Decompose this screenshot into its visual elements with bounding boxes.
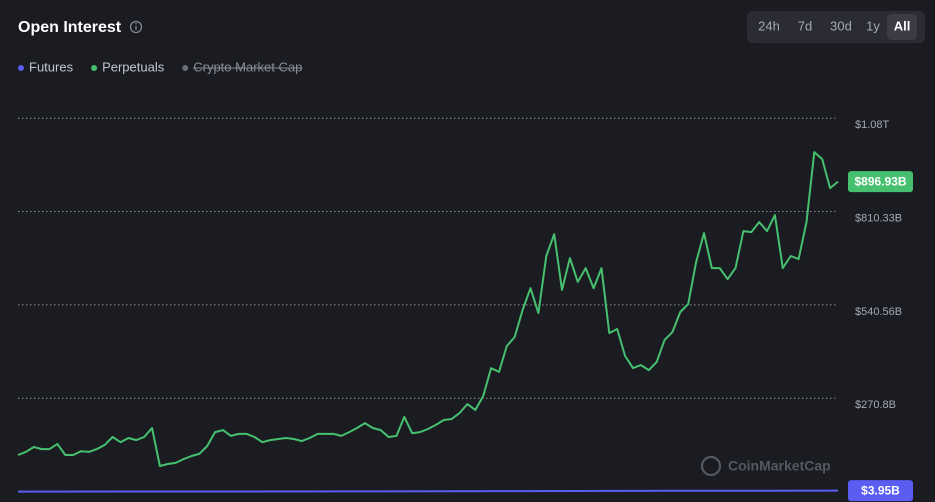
range-button[interactable]: 24h	[758, 18, 780, 33]
watermark-text: CoinMarketCap	[728, 458, 831, 474]
legend-marker	[91, 65, 98, 71]
info-dot	[135, 23, 137, 25]
watermark: CoinMarketCap	[700, 455, 831, 477]
info-icon[interactable]	[129, 20, 143, 34]
legend-label: Futures	[29, 59, 74, 74]
legend-label: Perpetuals	[102, 59, 165, 74]
series-line	[17, 151, 839, 467]
last-value-label: $896.93B	[854, 174, 906, 188]
range-button[interactable]: 7d	[798, 18, 812, 33]
range-button[interactable]: All	[894, 18, 911, 33]
legend-marker	[18, 65, 24, 71]
y-tick-label: $540.56B	[855, 306, 902, 318]
last-value-badge	[848, 480, 913, 502]
last-value-badge	[848, 171, 913, 193]
info-circle	[129, 20, 143, 34]
legend-label: Crypto Market Cap	[193, 59, 302, 74]
last-value-label: $3.95B	[861, 483, 900, 497]
range-button[interactable]: 1y	[866, 18, 880, 33]
legend-entry[interactable]: Perpetuals	[91, 59, 165, 74]
y-tick-label: $810.33B	[855, 212, 902, 224]
range-button-selected	[887, 14, 917, 40]
watermark-logo	[700, 455, 722, 477]
y-tick-label: $270.8B	[855, 399, 896, 411]
legend-marker	[182, 65, 189, 71]
legend-entry[interactable]: Futures	[18, 59, 74, 74]
legend-entry[interactable]: Crypto Market Cap	[182, 59, 303, 74]
chart-title: Open Interest	[18, 19, 122, 36]
range-group	[747, 11, 925, 43]
y-tick-label: $1.08T	[855, 119, 890, 131]
series-line	[17, 489, 839, 493]
range-button[interactable]: 30d	[830, 18, 852, 33]
